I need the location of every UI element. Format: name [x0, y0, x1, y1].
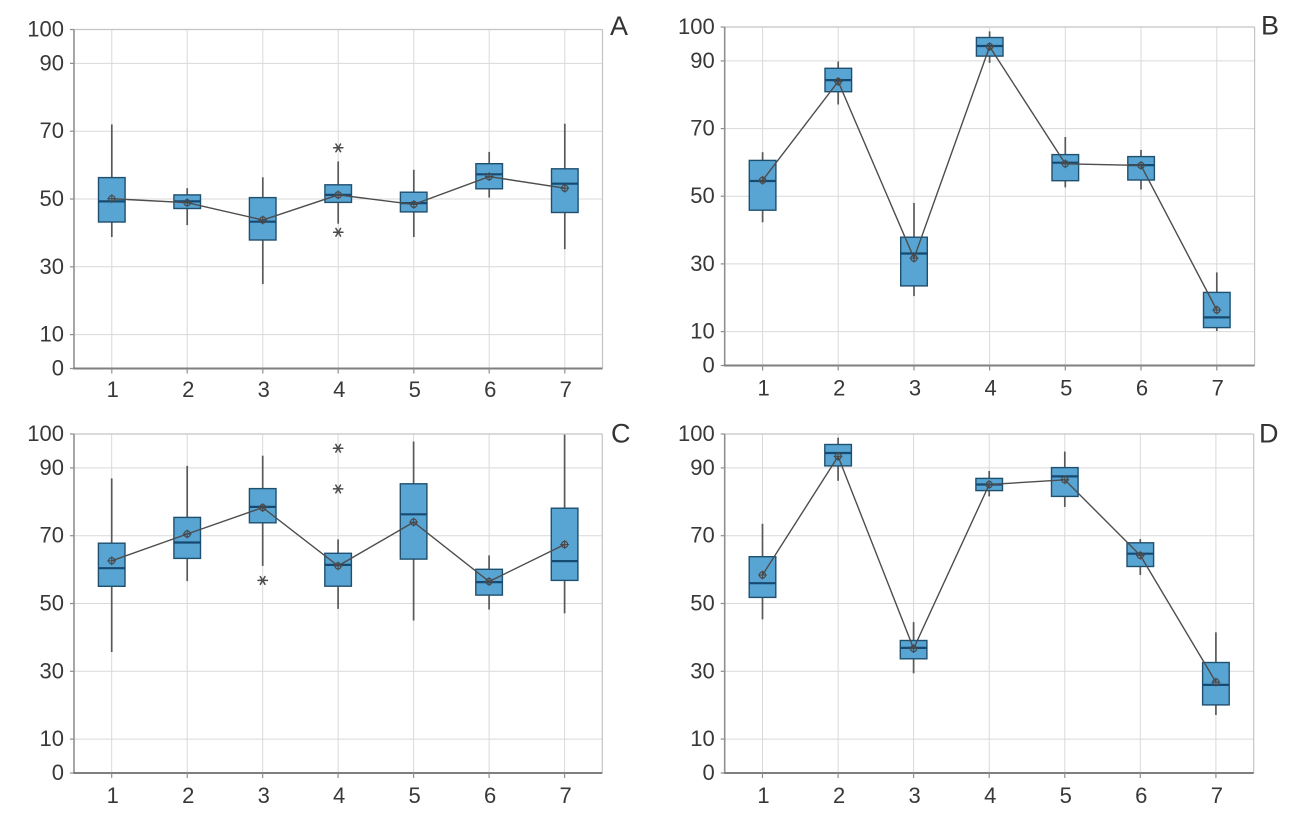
svg-text:3: 3 — [258, 377, 270, 402]
svg-text:30: 30 — [40, 254, 64, 279]
svg-text:B: B — [1261, 11, 1279, 41]
svg-text:90: 90 — [690, 455, 714, 480]
svg-text:4: 4 — [984, 376, 996, 401]
svg-text:2: 2 — [182, 783, 194, 808]
svg-text:50: 50 — [690, 183, 714, 208]
svg-text:2: 2 — [833, 376, 845, 401]
svg-text:2: 2 — [182, 377, 194, 402]
svg-text:6: 6 — [1136, 376, 1148, 401]
svg-text:5: 5 — [408, 783, 420, 808]
svg-text:0: 0 — [52, 760, 64, 785]
svg-text:7: 7 — [1212, 376, 1224, 401]
svg-text:1: 1 — [107, 783, 119, 808]
svg-text:D: D — [1259, 419, 1279, 449]
svg-text:70: 70 — [690, 116, 714, 141]
svg-text:1: 1 — [107, 377, 119, 402]
svg-text:10: 10 — [40, 322, 64, 347]
svg-text:4: 4 — [333, 783, 345, 808]
svg-text:3: 3 — [258, 783, 270, 808]
svg-text:50: 50 — [690, 591, 714, 616]
svg-text:3: 3 — [908, 783, 920, 808]
svg-text:5: 5 — [409, 377, 421, 402]
svg-text:7: 7 — [559, 783, 571, 808]
svg-text:6: 6 — [484, 783, 496, 808]
svg-text:10: 10 — [690, 319, 714, 344]
svg-text:10: 10 — [40, 726, 64, 751]
svg-text:0: 0 — [52, 356, 64, 381]
svg-text:30: 30 — [690, 251, 714, 276]
svg-text:6: 6 — [484, 377, 496, 402]
svg-text:90: 90 — [40, 455, 64, 480]
svg-text:7: 7 — [560, 377, 572, 402]
svg-text:100: 100 — [27, 421, 64, 446]
svg-text:5: 5 — [1060, 783, 1072, 808]
svg-text:1: 1 — [757, 783, 769, 808]
svg-text:1: 1 — [757, 376, 769, 401]
svg-text:30: 30 — [690, 658, 714, 683]
svg-text:A: A — [610, 11, 628, 41]
svg-text:70: 70 — [690, 523, 714, 548]
svg-text:4: 4 — [333, 377, 345, 402]
svg-text:50: 50 — [40, 591, 64, 616]
svg-text:100: 100 — [27, 17, 64, 42]
svg-text:3: 3 — [909, 376, 921, 401]
svg-text:50: 50 — [40, 186, 64, 211]
svg-text:70: 70 — [40, 523, 64, 548]
svg-text:100: 100 — [678, 14, 715, 39]
svg-text:90: 90 — [40, 50, 64, 75]
svg-text:100: 100 — [678, 421, 715, 446]
svg-text:90: 90 — [690, 48, 714, 73]
svg-text:0: 0 — [702, 353, 714, 378]
svg-text:7: 7 — [1211, 783, 1223, 808]
svg-text:30: 30 — [40, 658, 64, 683]
svg-text:5: 5 — [1060, 376, 1072, 401]
svg-text:C: C — [611, 419, 631, 449]
svg-text:2: 2 — [833, 783, 845, 808]
svg-text:10: 10 — [690, 726, 714, 751]
svg-text:4: 4 — [984, 783, 996, 808]
svg-text:0: 0 — [702, 760, 714, 785]
svg-text:6: 6 — [1135, 783, 1147, 808]
svg-text:70: 70 — [40, 118, 64, 143]
